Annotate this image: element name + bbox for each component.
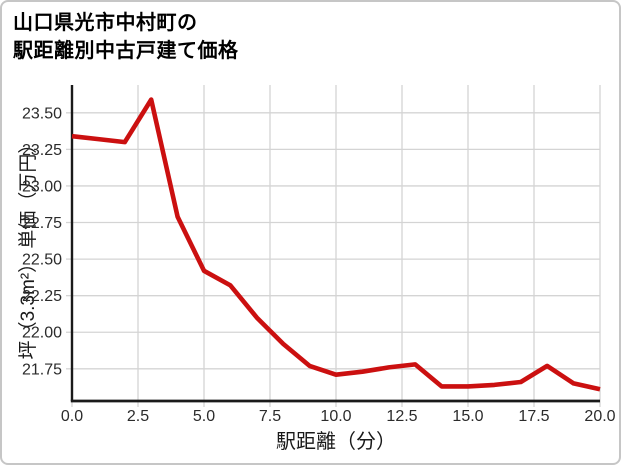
price-line [71, 97, 601, 392]
chart-title: 山口県光市中村町の 駅距離別中古戸建て価格 [13, 9, 239, 65]
y-tick-label: 21.75 [22, 361, 62, 378]
x-tick-label: 0.0 [61, 408, 83, 425]
y-tick-label: 22.50 [22, 252, 62, 269]
y-tick-label: 23.00 [22, 178, 62, 195]
x-tick-label: 12.5 [386, 408, 417, 425]
x-tick-label: 2.5 [127, 408, 149, 425]
y-tick-label: 23.50 [22, 105, 62, 122]
x-axis-title: 駅距離（分） [276, 431, 396, 453]
x-tick-label: 5.0 [193, 408, 215, 425]
x-tick-label: 10.0 [320, 408, 351, 425]
y-tick-label: 22.00 [22, 325, 62, 342]
y-tick-label: 22.75 [22, 215, 62, 232]
chart-title-line2: 駅距離別中古戸建て価格 [13, 40, 239, 62]
x-tick-label: 7.5 [259, 408, 281, 425]
y-tick-label: 22.25 [22, 288, 62, 305]
x-tick-label: 17.5 [518, 408, 549, 425]
y-tick-label: 23.25 [22, 142, 62, 159]
x-tick-label: 15.0 [452, 408, 483, 425]
x-tick-label: 20.0 [584, 408, 615, 425]
chart-title-line1: 山口県光市中村町の [13, 12, 198, 34]
